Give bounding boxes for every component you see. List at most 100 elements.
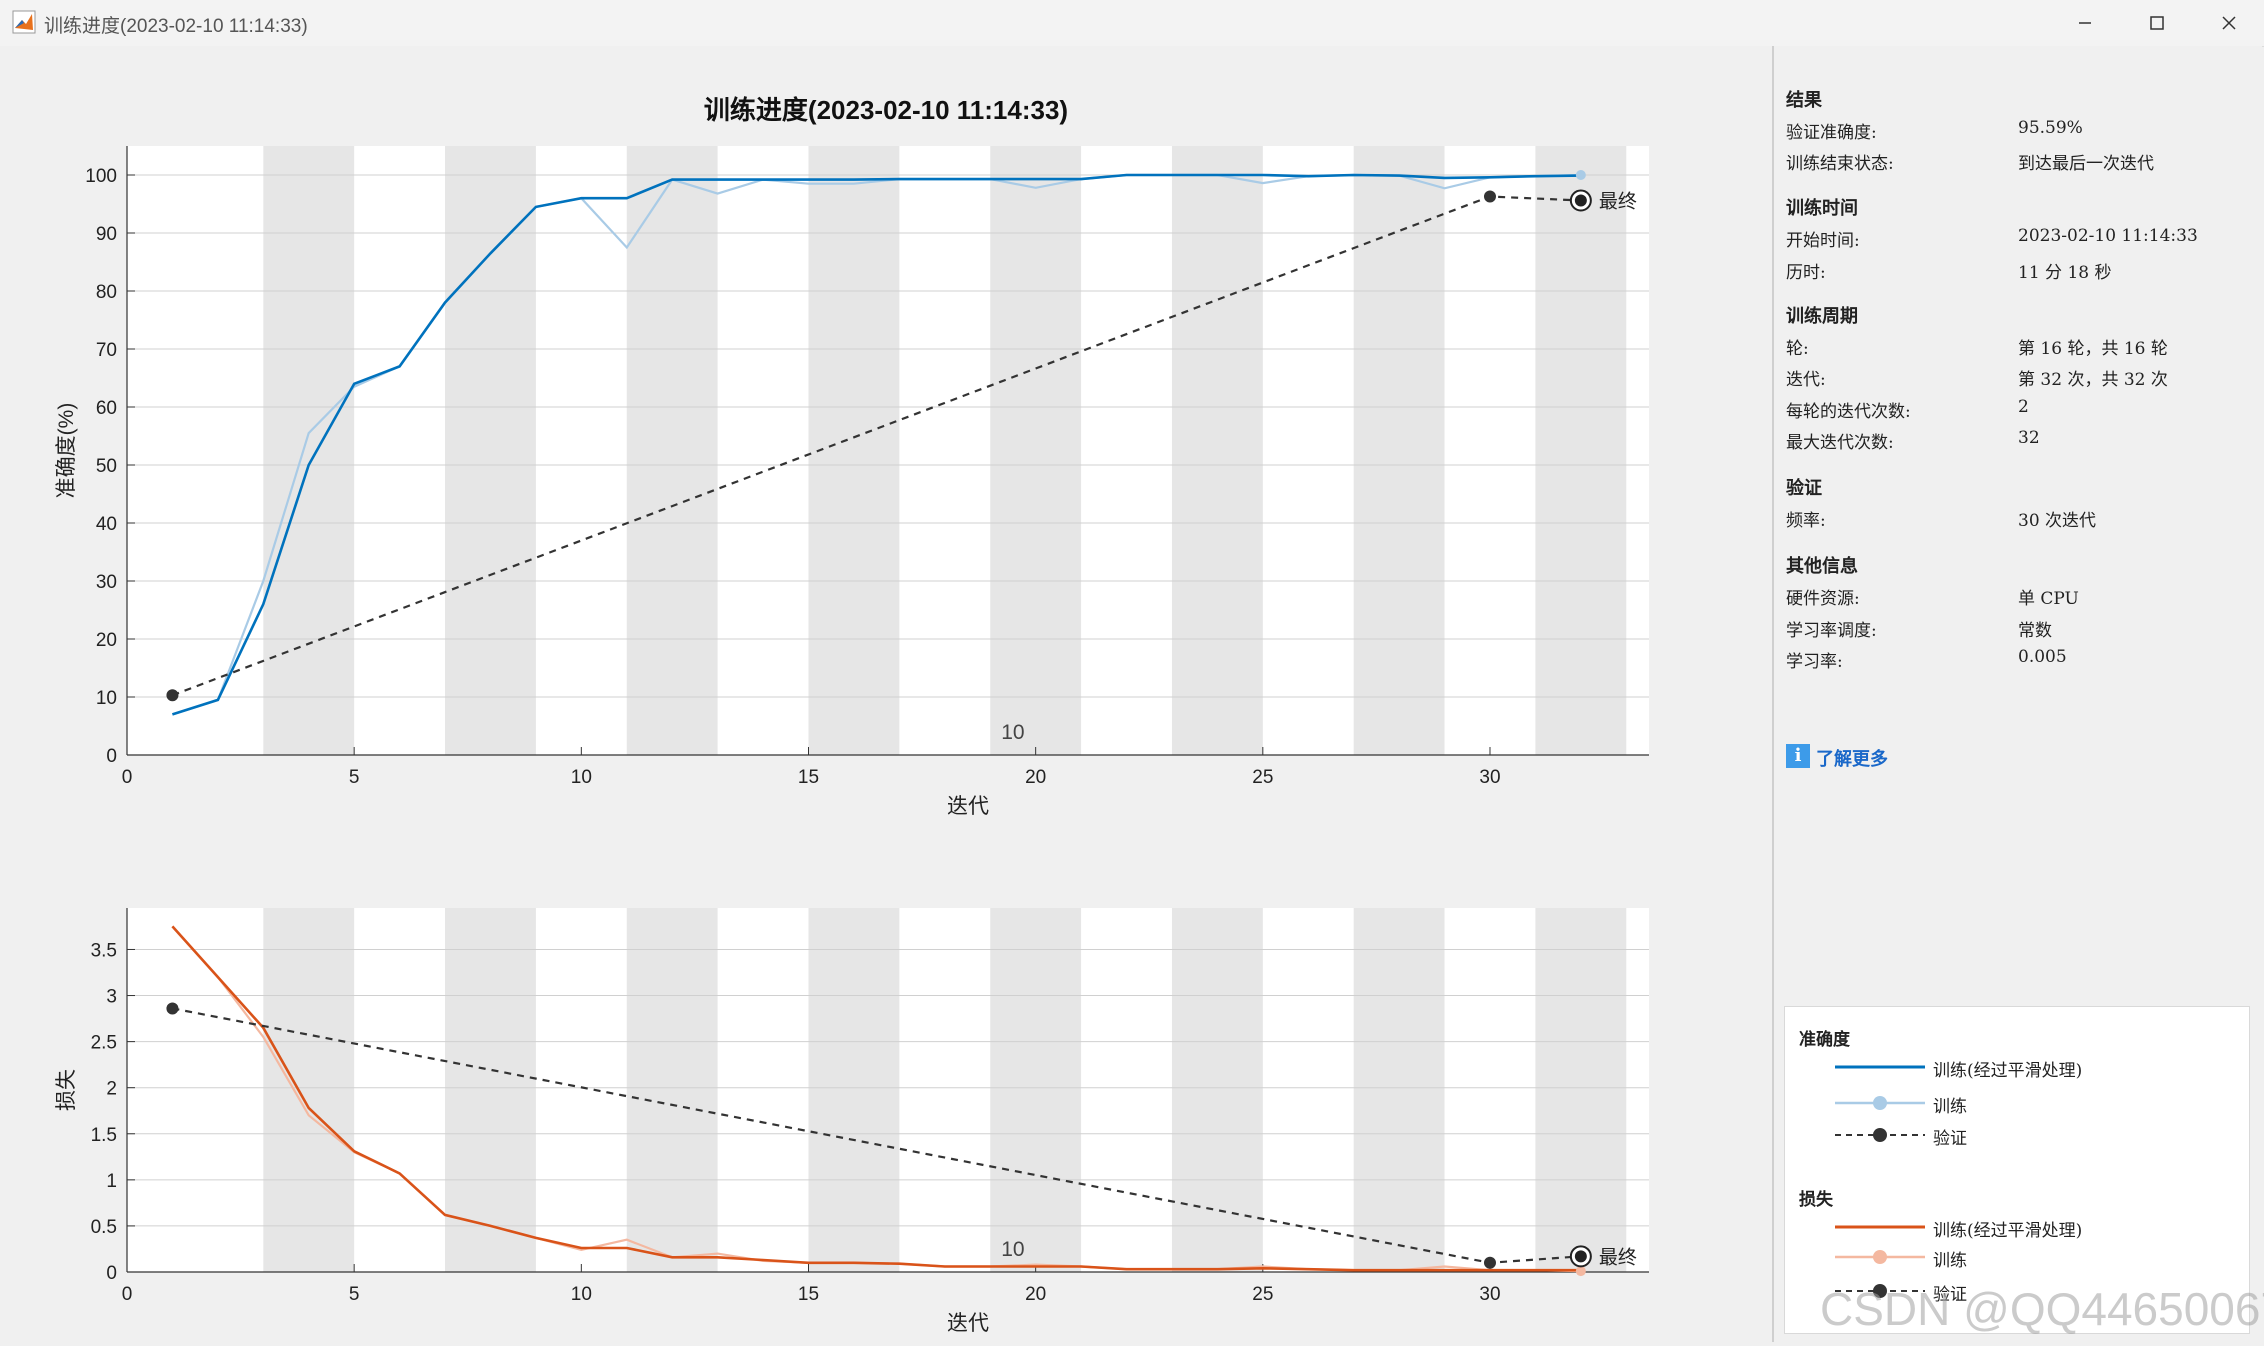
- acc-epoch-band: [1171, 146, 1263, 755]
- loss-validation-point: [1483, 1256, 1496, 1269]
- hardware-label: 硬件资源:: [1786, 589, 1860, 609]
- acc-epoch-band: [990, 146, 1082, 755]
- acc-xtick-label: 5: [349, 767, 360, 788]
- elapsed-label: 历时:: [1786, 263, 1826, 283]
- legend-acc-val-label: 验证: [1933, 1129, 1967, 1149]
- acc-ytick-label: 30: [96, 572, 117, 593]
- hardware-value: 单 CPU: [2018, 589, 2079, 609]
- iter-per-epoch-value: 2: [2018, 397, 2029, 417]
- info-panel: 结果 验证准确度: 95.59% 训练结束状态: 到达最后一次迭代 训练时间 开…: [1772, 46, 2262, 1342]
- results-title: 结果: [1786, 90, 1822, 111]
- acc-epoch-band: [1535, 146, 1627, 755]
- loss-series-smoothed: [171, 925, 1581, 1272]
- acc-train-last-point: [1575, 170, 1586, 180]
- frequency-label: 频率:: [1786, 511, 1826, 531]
- legend-loss-val-label: 验证: [1933, 1285, 1967, 1305]
- frequency-value: 30 次迭代: [2018, 511, 2097, 531]
- acc-ytick-label: 80: [96, 282, 117, 303]
- loss-epoch-band: [990, 908, 1082, 1272]
- legend-loss-val-swatch: [1835, 1284, 1925, 1298]
- acc-ylabel: 准确度(%): [55, 403, 78, 499]
- acc-ytick-label: 100: [85, 166, 117, 187]
- acc-epoch-band: [1353, 146, 1445, 755]
- loss-ytick-label: 0.5: [91, 1217, 117, 1238]
- window-title: 训练进度(2023-02-10 11:14:33): [44, 16, 308, 37]
- iteration-label: 迭代:: [1786, 370, 1826, 390]
- iteration-value: 第 32 次，共 32 次: [2018, 370, 2168, 390]
- loss-epoch-band: [808, 908, 900, 1272]
- loss-ytick-label: 3: [106, 987, 117, 1008]
- acc-epoch-band: [626, 146, 718, 755]
- loss-final-point: [1574, 1250, 1587, 1263]
- training-cycle-title: 训练周期: [1786, 306, 1858, 327]
- loss-ytick-label: 2.5: [91, 1033, 117, 1054]
- acc-epoch-band: [263, 146, 355, 755]
- training-time-title: 训练时间: [1786, 198, 1858, 219]
- loss-epoch-band: [1171, 908, 1263, 1272]
- validation-accuracy-value: 95.59%: [2018, 118, 2083, 138]
- legend-acc-train-label: 训练: [1933, 1097, 1967, 1117]
- max-iter-label: 最大迭代次数:: [1786, 433, 1894, 453]
- acc-ytick-label: 0: [106, 746, 117, 767]
- loss-epoch-marker: 10: [1001, 1238, 1024, 1261]
- loss-ytick-label: 0: [106, 1263, 117, 1284]
- start-time-value: 2023-02-10 11:14:33: [2018, 226, 2198, 246]
- loss-epoch-band: [263, 908, 355, 1272]
- legend-acc-train-swatch: [1835, 1096, 1925, 1110]
- elapsed-value: 11 分 18 秒: [2018, 263, 2112, 283]
- loss-epoch-band: [1535, 908, 1627, 1272]
- loss-xtick-label: 10: [571, 1284, 592, 1305]
- acc-validation-point: [166, 689, 179, 702]
- acc-ytick-label: 70: [96, 340, 117, 361]
- learning-rate-value: 0.005: [2018, 647, 2067, 667]
- training-progress-figure: 训练进度(2023-02-10 11:14:33) 0 10 20 30 40 50 60 7…: [0, 46, 1772, 1346]
- chart-legend: 准确度 训练(经过平滑处理) 训练 验证 损失 训练(经过平滑处理) 训练 验证: [1784, 1006, 2250, 1334]
- loss-ytick-label: 1: [106, 1171, 117, 1192]
- other-info-title: 其他信息: [1786, 556, 1858, 577]
- epoch-label: 轮:: [1786, 339, 1809, 359]
- acc-final-label: 最终: [1599, 191, 1637, 213]
- start-time-label: 开始时间:: [1786, 231, 1860, 251]
- close-button[interactable]: [2196, 0, 2262, 46]
- acc-xtick-label: 10: [571, 767, 592, 788]
- legend-acc-smoothed-label: 训练(经过平滑处理): [1933, 1061, 2083, 1081]
- acc-xtick-label: 20: [1025, 767, 1046, 788]
- end-status-value: 到达最后一次迭代: [2018, 154, 2154, 174]
- loss-final-label: 最终: [1599, 1246, 1637, 1268]
- acc-series-smoothed: [172, 173, 1581, 716]
- loss-xtick-label: 25: [1252, 1284, 1273, 1305]
- loss-epoch-band: [445, 908, 536, 1272]
- loss-xtick-label: 15: [798, 1284, 819, 1305]
- acc-ytick-label: 20: [96, 630, 117, 651]
- legend-acc-val-swatch: [1835, 1128, 1925, 1142]
- loss-xtick-label: 20: [1025, 1284, 1046, 1305]
- legend-loss-train-swatch: [1835, 1250, 1925, 1264]
- window-titlebar: 训练进度(2023-02-10 11:14:33): [0, 0, 2264, 47]
- acc-epoch-marker: 10: [1001, 721, 1024, 744]
- loss-ytick-label: 3.5: [91, 940, 117, 961]
- loss-chart: 0 0.5 1 1.5 2 2.5 3 3.5 0 5 10 15 20 25 30 迭代 损失 10 最终: [55, 908, 1649, 1335]
- lr-schedule-value: 常数: [2018, 621, 2052, 641]
- acc-ytick-label: 40: [96, 514, 117, 535]
- maximize-button[interactable]: [2124, 0, 2190, 46]
- acc-validation-point: [1483, 190, 1496, 203]
- minimize-button[interactable]: [2052, 0, 2118, 46]
- acc-epoch-band: [445, 146, 536, 755]
- accuracy-chart: 0 10 20 30 40 50 60 70 80 90 100 0 5 10 15 20 25 30 迭代 准确度(…: [55, 146, 1649, 818]
- loss-xtick-label: 30: [1479, 1284, 1500, 1305]
- legend-loss-train-label: 训练: [1933, 1251, 1967, 1271]
- matlab-app-icon: [12, 10, 36, 34]
- validation-accuracy-label: 验证准确度:: [1786, 123, 1877, 143]
- legend-loss-smoothed-swatch: [1835, 1225, 1925, 1229]
- loss-epoch-band: [1353, 908, 1445, 1272]
- legend-loss-smoothed-label: 训练(经过平滑处理): [1933, 1221, 2083, 1241]
- figure-title: 训练进度(2023-02-10 11:14:33): [703, 95, 1069, 125]
- acc-xtick-label: 0: [122, 767, 133, 788]
- max-iter-value: 32: [2018, 428, 2040, 448]
- info-icon: i: [1786, 744, 1810, 768]
- end-status-label: 训练结束状态:: [1786, 154, 1894, 174]
- learn-more-label: 了解更多: [1816, 749, 1888, 770]
- loss-xtick-label: 0: [122, 1284, 133, 1305]
- legend-acc-smoothed-swatch: [1835, 1065, 1925, 1069]
- acc-ytick-label: 90: [96, 224, 117, 245]
